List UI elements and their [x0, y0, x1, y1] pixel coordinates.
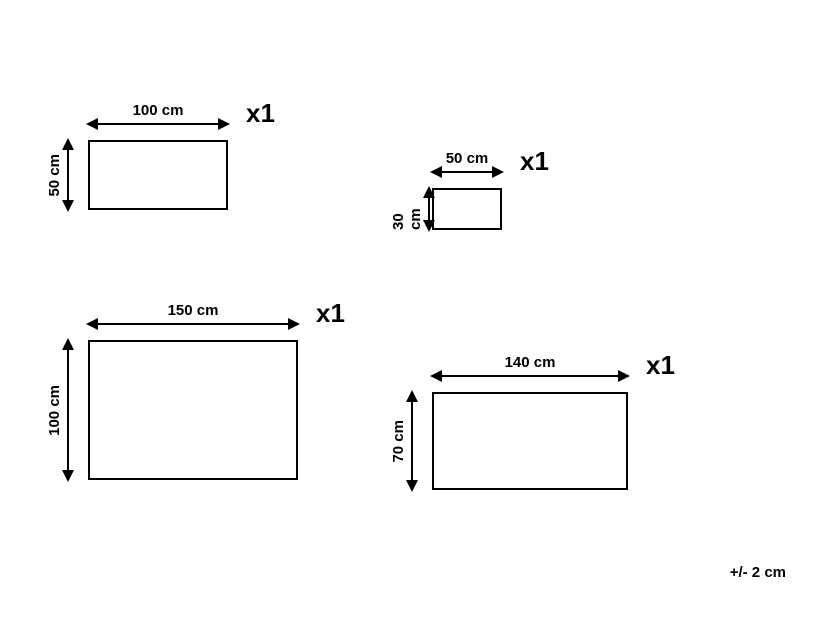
width-dim-p3: 150 cm	[88, 302, 298, 325]
width-label-p3: 150 cm	[88, 302, 298, 319]
qty-p1: x1	[246, 98, 275, 129]
tolerance-note: +/- 2 cm	[730, 564, 786, 581]
height-label-p1: 50 cm	[46, 154, 63, 197]
rect-p4	[432, 392, 628, 490]
rect-p2	[432, 188, 502, 230]
qty-p3: x1	[316, 298, 345, 329]
rect-p1	[88, 140, 228, 210]
width-dim-p4: 140 cm	[432, 354, 628, 377]
width-dim-p1: 100 cm	[88, 102, 228, 125]
width-label-p4: 140 cm	[432, 354, 628, 371]
width-dim-p2: 50 cm	[432, 150, 502, 173]
height-label-p3: 100 cm	[46, 385, 63, 436]
height-dim-p1: 50 cm	[46, 140, 69, 210]
rect-p3	[88, 340, 298, 480]
height-dim-p2: 30 cm	[390, 188, 430, 230]
height-dim-p3: 100 cm	[46, 340, 69, 480]
qty-p2: x1	[520, 146, 549, 177]
height-label-p2: 30 cm	[390, 188, 424, 230]
height-label-p4: 70 cm	[390, 420, 407, 463]
width-label-p2: 50 cm	[432, 150, 502, 167]
width-label-p1: 100 cm	[88, 102, 228, 119]
height-dim-p4: 70 cm	[390, 392, 413, 490]
qty-p4: x1	[646, 350, 675, 381]
